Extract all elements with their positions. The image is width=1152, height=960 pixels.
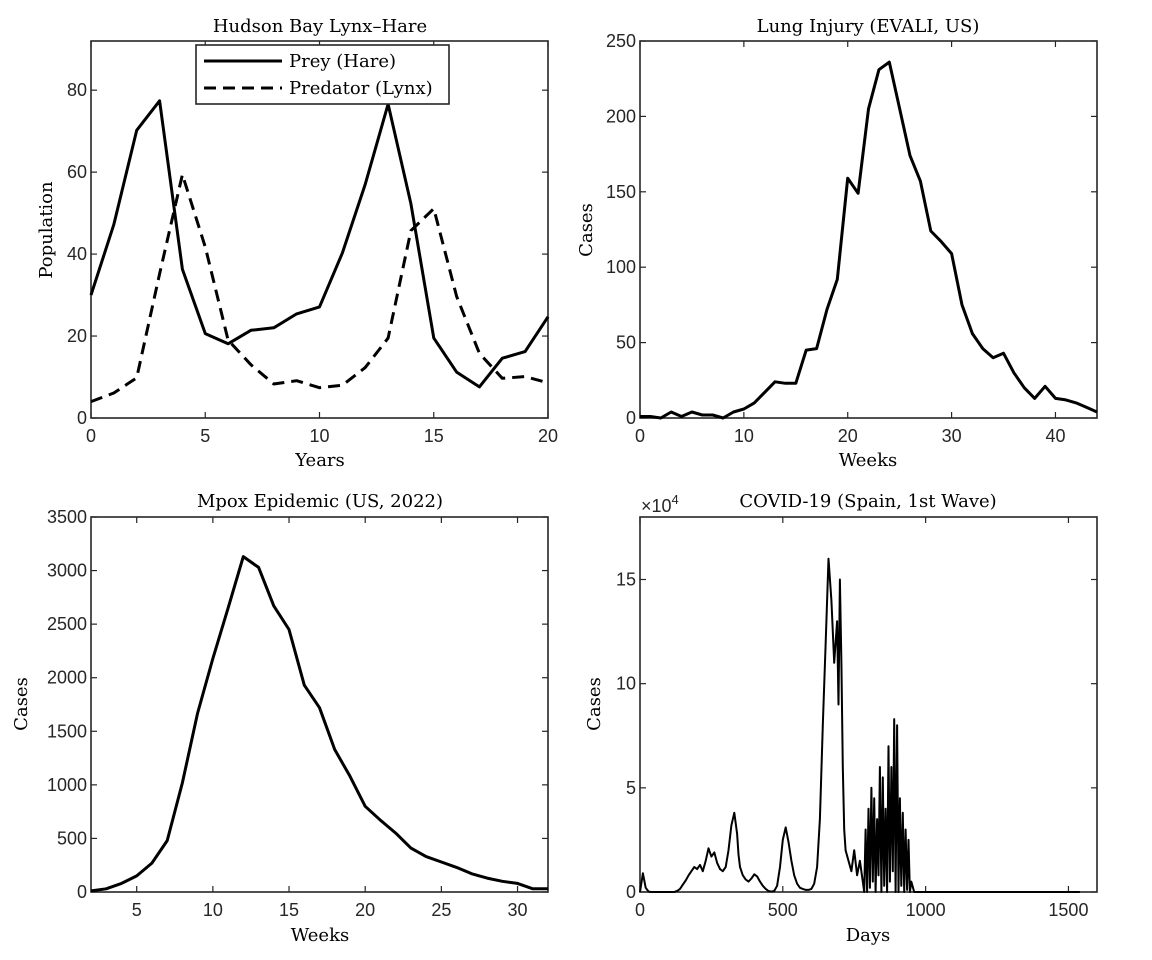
mpox-ytick-label: 2500: [47, 614, 87, 634]
covid-title: COVID-19 (Spain, 1st Wave): [739, 491, 996, 512]
mpox-lines: [90, 555, 548, 893]
lynx-xtick-label: 10: [309, 426, 329, 446]
covid-ytick-label: 0: [626, 882, 636, 902]
legend-predator-label: Predator (Lynx): [289, 78, 433, 99]
covid-ylabel: Cases: [584, 677, 605, 731]
covid-lines: [639, 557, 1080, 893]
evali-ytick-label: 200: [606, 106, 636, 126]
mpox-ytick-label: 0: [77, 882, 87, 902]
panel-lynx-hare: Hudson Bay Lynx–Hare 0 5 10 15 20 0 20 40 60 80 Y…: [36, 16, 558, 471]
mpox-plot-area: [90, 516, 549, 893]
legend-box: [195, 44, 450, 105]
covid-xtick-label: 1000: [906, 900, 946, 920]
mpox-ytick-label: 2000: [47, 668, 87, 688]
covid-xtick-label: 1500: [1048, 900, 1088, 920]
covid-ytick-label: 5: [626, 778, 636, 798]
mpox-xtick-label: 10: [203, 900, 223, 920]
evali-xtick-label: 0: [635, 426, 645, 446]
mpox-xtick-label: 20: [355, 900, 375, 920]
lynx-ticks: 0 5 10 15 20 0 20 40 60 80: [67, 41, 558, 446]
covid-exponent-base: ×10: [641, 496, 672, 516]
lynx-xtick-label: 20: [538, 426, 558, 446]
lynx-xlabel: Years: [294, 450, 345, 471]
lynx-ytick-label: 40: [67, 244, 87, 264]
panel-evali: Lung Injury (EVALI, US) 0 10 20 30 40 0 50 100 1…: [576, 16, 1098, 471]
mpox-xtick-label: 30: [508, 900, 528, 920]
covid-ytick-label: 15: [616, 570, 636, 590]
panel-mpox: Mpox Epidemic (US, 2022) 5 10 15 20 25 30 0 500…: [11, 491, 549, 946]
lynx-title: Hudson Bay Lynx–Hare: [213, 16, 427, 37]
lynx-ylabel: Population: [36, 181, 57, 279]
covid-series-line: [639, 557, 1080, 893]
lynx-xtick-label: 5: [200, 426, 210, 446]
lynx-ytick-label: 80: [67, 80, 87, 100]
lynx-xtick-label: 15: [424, 426, 444, 446]
lynx-ytick-label: 0: [77, 408, 87, 428]
evali-plot-area: [639, 40, 1098, 419]
mpox-xlabel: Weeks: [291, 925, 349, 946]
mpox-ytick-label: 3000: [47, 561, 87, 581]
panel-covid: COVID-19 (Spain, 1st Wave) 0 500 1000 1500 0…: [584, 491, 1098, 946]
legend: Prey (Hare) Predator (Lynx): [195, 44, 450, 105]
mpox-xtick-label: 5: [132, 900, 142, 920]
lynx-ytick-label: 60: [67, 162, 87, 182]
lynx-ytick-label: 20: [67, 326, 87, 346]
evali-ytick-label: 250: [606, 31, 636, 51]
evali-xlabel: Weeks: [839, 450, 897, 471]
evali-ytick-label: 50: [616, 333, 636, 353]
mpox-ytick-label: 500: [57, 828, 87, 848]
covid-ytick-label: 10: [616, 674, 636, 694]
lynx-lines: [89, 99, 550, 404]
mpox-ytick-label: 1500: [47, 721, 87, 741]
covid-exponent: ×104: [641, 492, 679, 516]
mpox-ytick-label: 3500: [47, 507, 87, 527]
evali-title: Lung Injury (EVALI, US): [757, 16, 980, 37]
evali-ylabel: Cases: [576, 203, 597, 257]
lynx-series-dashed-line: [90, 173, 549, 404]
covid-exponent-power: 4: [672, 492, 679, 507]
evali-xtick-label: 10: [734, 426, 754, 446]
mpox-ylabel: Cases: [11, 677, 32, 731]
evali-ytick-label: 150: [606, 182, 636, 202]
lynx-series-line: [89, 99, 550, 389]
evali-series-line: [640, 60, 1098, 420]
evali-lines: [640, 60, 1098, 420]
evali-ytick-label: 0: [626, 408, 636, 428]
evali-xtick-label: 30: [942, 426, 962, 446]
evali-xtick-label: 40: [1045, 426, 1065, 446]
mpox-xtick-label: 15: [279, 900, 299, 920]
mpox-series-line: [90, 555, 548, 893]
covid-xlabel: Days: [846, 925, 891, 946]
mpox-title: Mpox Epidemic (US, 2022): [197, 491, 443, 512]
evali-ytick-label: 100: [606, 257, 636, 277]
legend-prey-label: Prey (Hare): [289, 51, 396, 72]
mpox-xtick-label: 25: [431, 900, 451, 920]
mpox-ytick-label: 1000: [47, 775, 87, 795]
covid-xtick-label: 0: [635, 900, 645, 920]
mpox-ticks: 5 10 15 20 25 30 0 500 1000 1500 2000 2500 3000 3500: [47, 507, 548, 920]
evali-ticks: 0 10 20 30 40 0 50 100 150 200 250: [606, 31, 1097, 446]
lynx-xtick-label: 0: [86, 426, 96, 446]
covid-xtick-label: 500: [768, 900, 798, 920]
evali-xtick-label: 20: [838, 426, 858, 446]
